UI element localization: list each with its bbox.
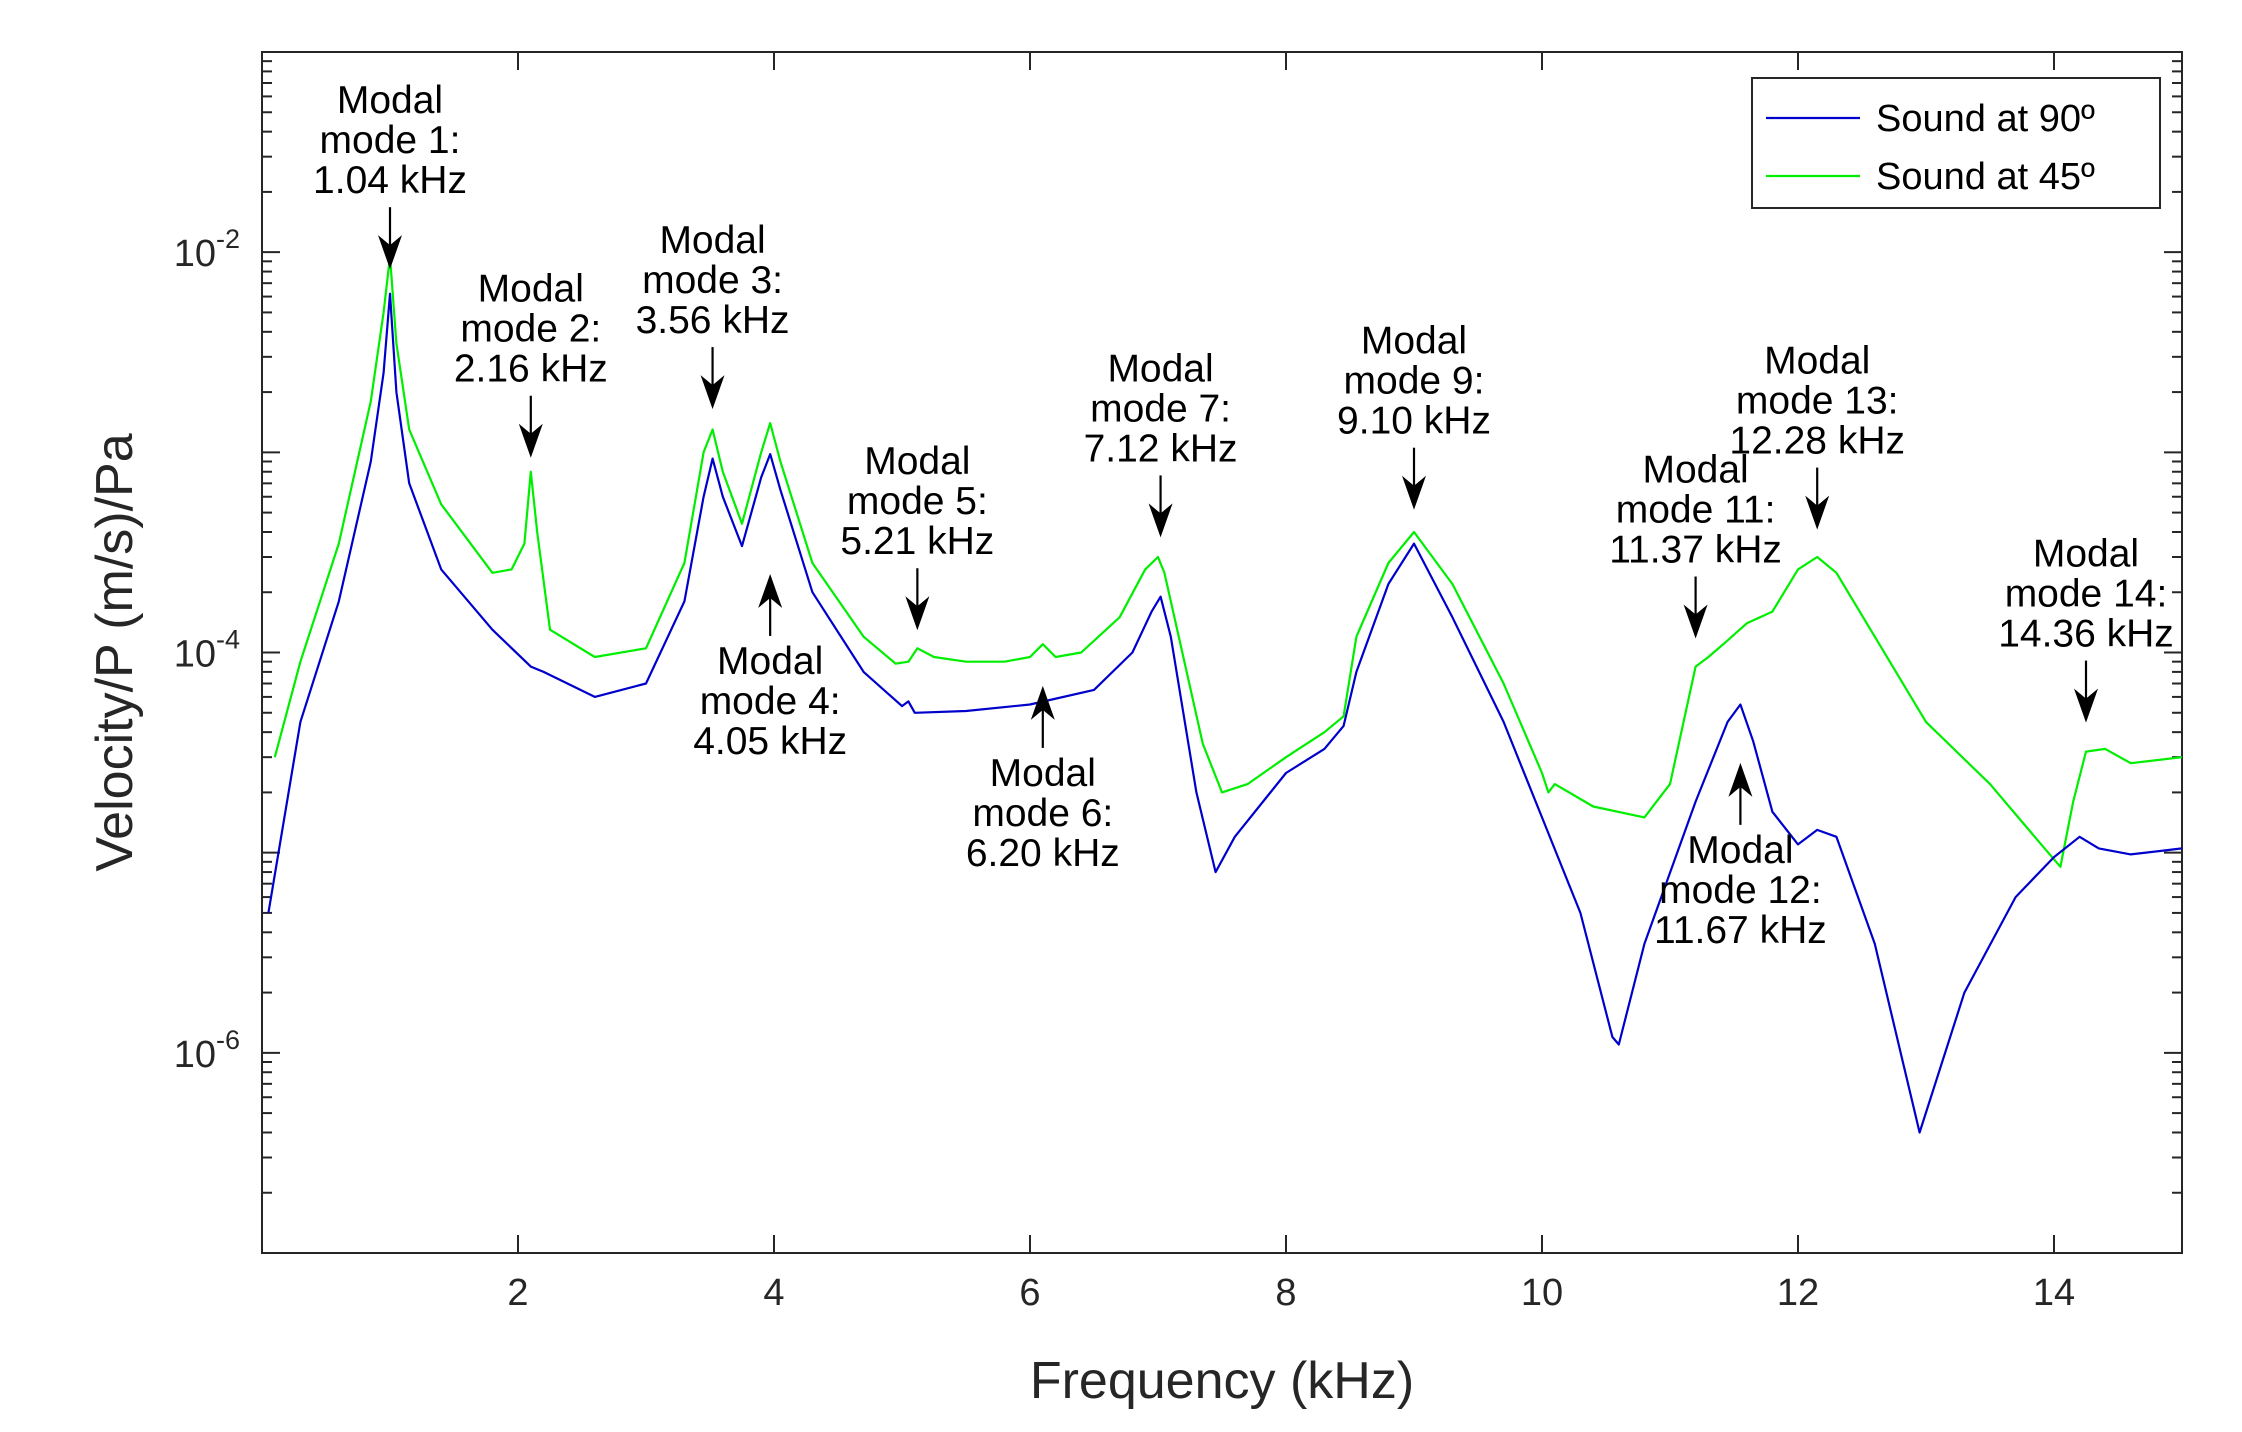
y-tick-label: 10-2 [174,224,240,275]
annotation-text-line: Modal [2033,533,2139,576]
legend-box [1751,77,2161,209]
annotation-text-line: mode 4: [700,680,841,723]
annotation-text-line: mode 6: [972,792,1113,835]
annotation-arrowhead [1683,604,1708,639]
legend-label-sound-90: Sound at 90º [1876,98,2095,140]
annotation-text-line: Modal [717,640,823,683]
x-axis-title: Frequency (kHz) [1030,1352,1414,1410]
annotation-arrowhead [518,423,543,458]
annotation-text-line: 7.12 kHz [1084,427,1238,470]
annotation-text-line: Modal [659,219,765,262]
annotation-arrowhead [378,235,402,270]
annotation-text-line: 9.10 kHz [1337,400,1491,443]
y-tick-label: 10-6 [174,1025,240,1076]
annotation-text-line: mode 3: [642,259,783,302]
axis-ticks: 2 4 6 8 10 12 14 10-6 10-4 10-2 [174,52,2182,1314]
annotation-text-line: 14.36 kHz [1998,613,2174,656]
annotation-arrowhead [905,596,930,631]
annotation-text-line: Modal [1687,829,1793,872]
annotation-arrowhead [758,573,783,608]
annotation-arrowhead [1030,685,1055,720]
annotation-arrowhead [2074,688,2098,723]
series-line-sound-at-45 [273,255,2183,868]
x-tick-label: 2 [507,1272,528,1314]
annotation-text-line: Modal [1642,449,1748,492]
x-tick-label: 8 [1275,1272,1296,1314]
annotation-text-line: Modal [990,752,1096,795]
annotation-text-line: mode 1: [320,119,461,162]
series-layer [267,255,2183,1134]
annotation-text-line: mode 13: [1736,380,1899,423]
annotation-text-line: 11.37 kHz [1609,529,1782,572]
x-tick-label: 4 [763,1272,784,1314]
annotation-text-line: mode 12: [1659,869,1822,912]
annotation-text-line: mode 11: [1616,489,1776,532]
annotation-arrowhead [700,375,725,410]
annotation-text-line: mode 14: [2005,573,2168,616]
annotation-arrowhead [1402,475,1426,510]
annotation-text-line: mode 2: [460,308,601,351]
x-tick-label: 14 [2033,1272,2075,1314]
annotation-text-line: 1.04 kHz [313,159,467,202]
annotation-text-line: Modal [864,440,970,483]
annotation-arrowhead [1805,495,1830,530]
x-tick-label: 12 [1777,1272,1819,1314]
legend-label-sound-45: Sound at 45º [1876,156,2095,198]
annotation-text-line: Modal [1107,347,1213,390]
annotation-arrowhead [1148,503,1173,538]
annotation-text-line: 3.56 kHz [636,299,790,342]
annotation-text-line: 4.05 kHz [693,720,847,763]
annotation-text-line: Modal [478,268,584,311]
x-tick-label: 10 [1521,1272,1563,1314]
legend: Sound at 90º Sound at 45º [1751,77,2161,209]
annotation-text-line: mode 7: [1090,387,1231,430]
annotation-text-line: 6.20 kHz [966,832,1120,875]
annotation-text-line: Modal [1764,340,1870,383]
annotation-arrowhead [1728,762,1753,797]
x-tick-label: 6 [1019,1272,1040,1314]
annotation-text-line: mode 9: [1344,360,1485,403]
annotation-text-line: mode 5: [847,480,988,523]
annotation-text-line: 2.16 kHz [454,348,608,391]
annotation-text-line: Modal [337,79,443,122]
annotation-text-line: 5.21 kHz [840,520,994,563]
y-tick-label: 10-4 [174,625,240,676]
y-axis-title: Velocity/P (m/s)/Pa [86,433,144,871]
series-line-sound-at-90 [267,292,2183,1134]
annotation-text-line: 12.28 kHz [1729,420,1905,463]
annotation-text-line: 11.67 kHz [1654,909,1827,952]
annotation-text-line: Modal [1361,320,1467,363]
plot-frame [261,51,2183,1254]
